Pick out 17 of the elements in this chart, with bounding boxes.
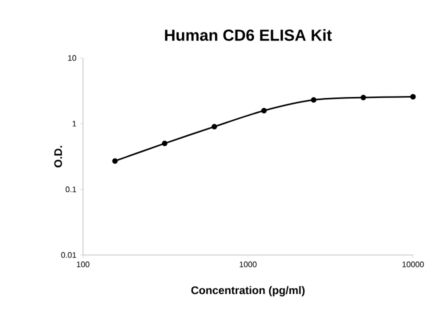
x-tick-label: 1000 [240,262,257,268]
point [212,124,218,130]
point [410,94,416,100]
point [112,158,118,164]
y-tick-label: 0.01 [61,252,76,258]
y-tick-label: 0.1 [66,186,76,192]
x-axis-title: Concentration (pg/ml) [191,286,305,296]
y-axis-title: O.D. [54,146,62,168]
x-tick-label: 10000 [402,262,424,268]
x-tick-label: 100 [76,262,90,268]
chart-title: Human CD6 ELISA Kit [165,29,332,41]
point [162,140,168,146]
point [261,108,267,114]
point [310,97,316,103]
point [360,94,366,100]
y-tick-label: 10 [68,55,76,61]
y-tick-label: 1 [72,120,76,126]
